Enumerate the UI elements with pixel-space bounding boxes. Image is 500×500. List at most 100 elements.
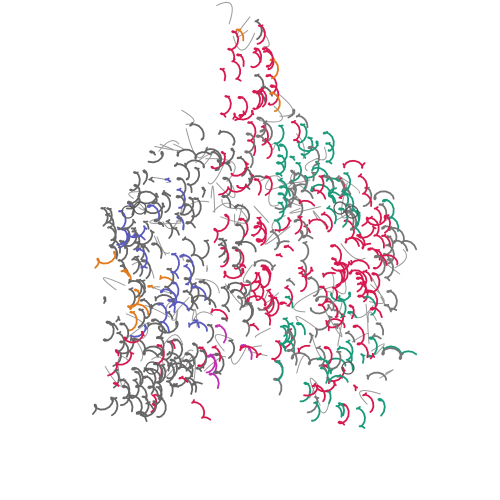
helix <box>249 322 260 331</box>
helix <box>326 205 337 225</box>
helix <box>373 254 386 277</box>
helix <box>150 318 164 340</box>
helix <box>329 350 342 370</box>
helix <box>381 347 404 361</box>
helix <box>232 109 255 121</box>
helix <box>164 267 175 295</box>
helix <box>290 120 301 143</box>
helix <box>116 331 126 353</box>
helix <box>325 298 339 318</box>
coil <box>264 226 291 245</box>
helix <box>120 384 131 406</box>
helix <box>128 287 136 309</box>
helix <box>186 166 200 194</box>
helix <box>317 285 328 312</box>
helix <box>159 288 190 312</box>
helix <box>290 352 323 366</box>
helix <box>107 351 135 377</box>
helix <box>322 271 336 278</box>
helix <box>362 186 373 207</box>
coil <box>359 390 381 405</box>
helix <box>230 288 247 308</box>
helix <box>161 191 172 213</box>
helix <box>193 319 200 329</box>
helix <box>142 345 165 357</box>
helix <box>214 324 227 344</box>
helix <box>228 339 236 359</box>
helix <box>350 259 370 270</box>
helix <box>298 199 316 207</box>
helix <box>184 159 205 169</box>
helix <box>142 220 150 230</box>
coil <box>304 158 318 172</box>
helix <box>239 345 262 359</box>
helix <box>314 295 335 312</box>
helix <box>255 116 267 143</box>
helix <box>338 298 347 319</box>
helix <box>320 211 333 233</box>
helix <box>92 396 115 415</box>
helix <box>166 350 194 378</box>
helix <box>111 397 119 417</box>
helix <box>164 177 171 183</box>
helix <box>149 150 156 156</box>
helix <box>128 278 147 294</box>
helix <box>260 264 272 282</box>
helix <box>188 321 208 332</box>
helix <box>284 295 294 309</box>
helix <box>353 384 358 392</box>
helix <box>303 380 337 397</box>
helix <box>375 322 384 336</box>
helix <box>127 310 138 332</box>
helix <box>116 225 148 246</box>
helix <box>377 397 386 417</box>
helix <box>166 358 178 380</box>
helix <box>384 258 394 282</box>
helix <box>218 239 228 258</box>
helix <box>131 229 141 251</box>
helix <box>200 279 217 308</box>
helix <box>112 381 120 387</box>
helix <box>299 381 312 403</box>
helix <box>123 330 145 344</box>
coil <box>216 182 236 199</box>
coil <box>159 143 174 150</box>
helix <box>130 378 140 399</box>
helix <box>175 177 187 213</box>
helix <box>331 269 344 301</box>
helix <box>381 225 409 252</box>
helix <box>184 342 199 370</box>
helix <box>176 148 212 160</box>
helix <box>154 294 175 305</box>
coil <box>214 334 233 352</box>
helix <box>142 169 149 185</box>
helix <box>219 67 227 82</box>
helix <box>301 266 314 278</box>
helix <box>129 303 149 316</box>
helix <box>366 371 387 381</box>
coil <box>191 311 213 325</box>
helix <box>129 171 141 192</box>
helix <box>286 277 296 286</box>
coil <box>221 198 247 209</box>
helix <box>368 272 381 295</box>
helix <box>221 317 228 322</box>
helix <box>264 294 275 326</box>
coil <box>153 235 171 254</box>
helix <box>371 333 382 340</box>
coil <box>394 248 407 269</box>
helix <box>184 352 196 365</box>
ring <box>341 361 355 375</box>
helix <box>316 175 325 195</box>
helix <box>345 330 356 343</box>
helix <box>217 242 229 264</box>
coil <box>340 243 366 260</box>
helix <box>269 91 281 112</box>
coil <box>293 286 326 313</box>
helix <box>142 375 155 395</box>
coil <box>365 303 369 324</box>
helix <box>227 30 240 62</box>
helix <box>383 303 392 313</box>
helix <box>239 271 260 293</box>
